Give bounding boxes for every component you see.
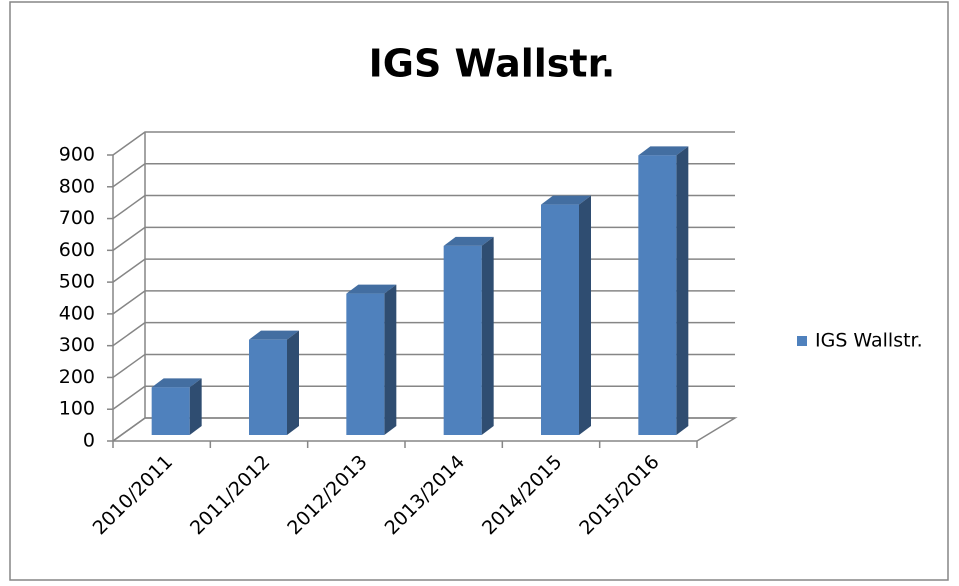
bar bbox=[541, 204, 579, 435]
grid-line bbox=[112, 163, 735, 188]
bar-top bbox=[443, 236, 494, 246]
y-tick-label: 700 bbox=[59, 207, 95, 229]
bar-top bbox=[541, 195, 591, 205]
y-tick-label: 200 bbox=[59, 366, 95, 388]
y-tick-label: 300 bbox=[59, 334, 95, 356]
legend-swatch bbox=[797, 336, 807, 346]
y-tick-label: 0 bbox=[83, 430, 95, 452]
grid-line bbox=[112, 417, 735, 442]
grid-line bbox=[112, 290, 735, 315]
bar-side bbox=[287, 330, 299, 435]
bar bbox=[346, 293, 385, 435]
bar bbox=[638, 155, 677, 435]
y-tick-label: 900 bbox=[59, 144, 95, 166]
grid-line bbox=[112, 353, 735, 379]
chart-title: IGS Wallstr. bbox=[369, 42, 616, 86]
grid-line bbox=[112, 385, 735, 410]
bar-side bbox=[676, 146, 689, 435]
grid-line bbox=[112, 321, 735, 347]
bar bbox=[249, 339, 287, 435]
legend-label: IGS Wallstr. bbox=[815, 330, 923, 352]
bar-side bbox=[384, 284, 397, 435]
y-tick-label: 500 bbox=[59, 271, 95, 293]
y-tick-label: 800 bbox=[59, 175, 95, 197]
bar bbox=[151, 387, 190, 435]
y-tick-label: 100 bbox=[59, 398, 95, 420]
bar-side bbox=[481, 236, 494, 435]
bar-side bbox=[579, 195, 591, 435]
bar bbox=[443, 245, 482, 435]
y-tick-label: 600 bbox=[59, 239, 95, 261]
grid-line bbox=[112, 131, 735, 156]
grid-line bbox=[112, 226, 735, 251]
grid-line bbox=[112, 194, 735, 220]
bar-top bbox=[346, 284, 397, 294]
grid-line bbox=[112, 258, 735, 283]
bar-top bbox=[151, 378, 202, 388]
bar-top bbox=[249, 330, 299, 340]
bar-top bbox=[638, 146, 689, 156]
y-tick-label: 400 bbox=[59, 302, 95, 324]
bar-side bbox=[189, 378, 202, 435]
